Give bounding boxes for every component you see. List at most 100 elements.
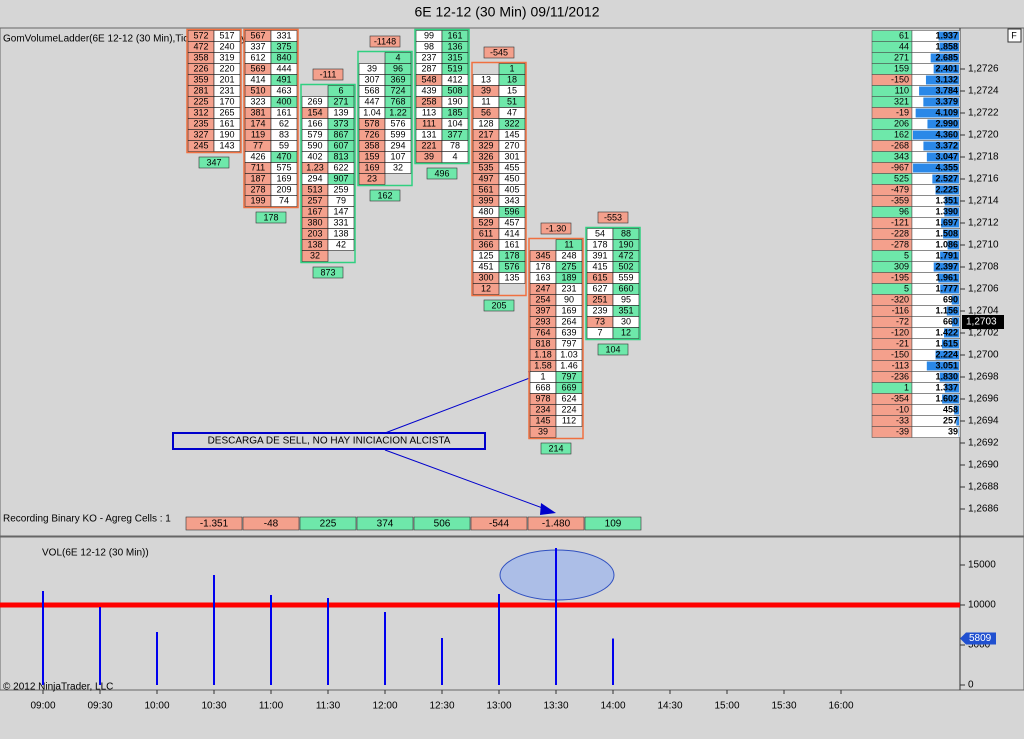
ladder-value: 402 — [307, 151, 322, 161]
profile-bar — [933, 64, 959, 74]
ladder-value: 818 — [535, 338, 550, 348]
y-tick-label: 1,2720 — [968, 130, 999, 141]
last-volume-label: 5809 — [969, 633, 992, 644]
ladder-value: 135 — [504, 272, 519, 282]
ladder-value: 143 — [219, 140, 234, 150]
ladder-value: 178 — [504, 250, 519, 260]
ladder-value: 615 — [592, 272, 607, 282]
ladder-value: 257 — [307, 195, 322, 205]
profile-bar — [942, 394, 959, 404]
profile-volume: 1.337 — [935, 382, 958, 392]
ladder-value: 139 — [333, 107, 348, 117]
x-tick-label: 14:30 — [657, 701, 682, 712]
profile-volume: 4.355 — [935, 162, 958, 172]
profile-volume: 3.047 — [935, 151, 958, 161]
ladder-value: 358 — [364, 140, 379, 150]
ladder-value: 161 — [504, 239, 519, 249]
ladder-value: 174 — [250, 118, 265, 128]
ladder-value: 627 — [592, 283, 607, 293]
ladder-outline — [300, 83, 356, 264]
profile-volume: 4.109 — [935, 107, 958, 117]
ladder-value: 201 — [219, 74, 234, 84]
ladder-cell — [612, 327, 640, 339]
y-tick-label: 1,2724 — [968, 86, 999, 97]
ladder-value: 119 — [251, 129, 265, 139]
ladder-cell — [472, 283, 500, 295]
ladder-value: 444 — [276, 63, 291, 73]
ladder-value: 258 — [421, 96, 436, 106]
profile-bar — [935, 350, 959, 360]
ladder-value: 145 — [504, 129, 519, 139]
profile-delta: 525 — [894, 173, 909, 183]
y-tick-label: 1,2714 — [968, 196, 999, 207]
profile-volume: 1.791 — [935, 250, 958, 260]
profile-bar — [938, 31, 959, 41]
profile-volume: 2.224 — [935, 349, 958, 359]
ladder-value: 231 — [561, 283, 576, 293]
y-tick-label: 1,2694 — [968, 416, 999, 427]
delta-value: -48 — [264, 519, 279, 530]
ladder-value: 301 — [504, 151, 519, 161]
profile-delta: -195 — [891, 272, 909, 282]
ladder-value: 169 — [276, 173, 291, 183]
ladder-value: 147 — [333, 206, 348, 216]
profile-volume: 1.351 — [935, 195, 958, 205]
ladder-value: 535 — [478, 162, 493, 172]
profile-delta: 44 — [899, 41, 909, 51]
ladder-value: 668 — [535, 382, 550, 392]
ladder-value: 399 — [478, 195, 493, 205]
delta-cell — [185, 516, 243, 531]
ladder-value: 18 — [507, 74, 517, 84]
profile-delta: -19 — [896, 107, 909, 117]
y-tick-label: 1,2692 — [968, 438, 999, 449]
ladder-value: 79 — [336, 195, 346, 205]
ladder-value: 331 — [276, 30, 291, 40]
profile-volume: 458 — [943, 404, 958, 414]
profile-bar — [946, 306, 959, 316]
profile-volume: 3.372 — [935, 140, 958, 150]
ladder-value: 169 — [561, 305, 576, 315]
ladder-cell — [270, 195, 298, 207]
y-tick-label: 1,2718 — [968, 152, 999, 163]
ladder-value: 575 — [276, 162, 291, 172]
ladder-value: 724 — [390, 85, 405, 95]
profile-bar — [926, 152, 959, 162]
ladder-value: 561 — [478, 184, 493, 194]
ladder-value: 30 — [621, 316, 631, 326]
profile-delta: -72 — [896, 316, 909, 326]
ladder-value: 161 — [447, 30, 462, 40]
annotation-text: DESCARGA DE SELL, NO HAY INICIACION ALCI… — [208, 436, 451, 447]
profile-delta: 5 — [904, 250, 909, 260]
profile-delta: -150 — [891, 74, 909, 84]
ladder-value: 259 — [333, 184, 348, 194]
profile-volume: 1.697 — [935, 217, 958, 227]
profile-delta: -21 — [896, 338, 909, 348]
ladder-value: 265 — [219, 107, 234, 117]
ladder-value: 161 — [276, 107, 291, 117]
profile-bar — [944, 383, 959, 393]
delta-cell — [413, 516, 471, 531]
ladder-cell — [529, 426, 557, 438]
ladder-outline — [471, 61, 527, 297]
float-button[interactable] — [1007, 28, 1022, 43]
ladder-value: 331 — [333, 217, 348, 227]
ladder-value: 251 — [592, 294, 607, 304]
ladder-value: 199 — [250, 195, 265, 205]
summary-box — [312, 266, 344, 279]
ladder-value: 519 — [447, 63, 462, 73]
ladder-value: 190 — [219, 129, 234, 139]
profile-volume: 690 — [943, 294, 958, 304]
profile-volume: 257 — [943, 415, 958, 425]
top-delta-value: -545 — [490, 47, 508, 57]
ladder-value: 248 — [561, 250, 576, 260]
volume-bar — [213, 575, 215, 685]
ladder-value: 15 — [507, 85, 517, 95]
ladder-value: 169 — [364, 162, 379, 172]
ladder-value: 319 — [219, 52, 234, 62]
ladder-value: 74 — [279, 195, 289, 205]
summary-box — [540, 442, 572, 455]
ladder-value: 178 — [535, 261, 550, 271]
ladder-value: 203 — [307, 228, 322, 238]
ladder-value: 391 — [592, 250, 607, 260]
ladder-value: 1 — [509, 63, 514, 73]
